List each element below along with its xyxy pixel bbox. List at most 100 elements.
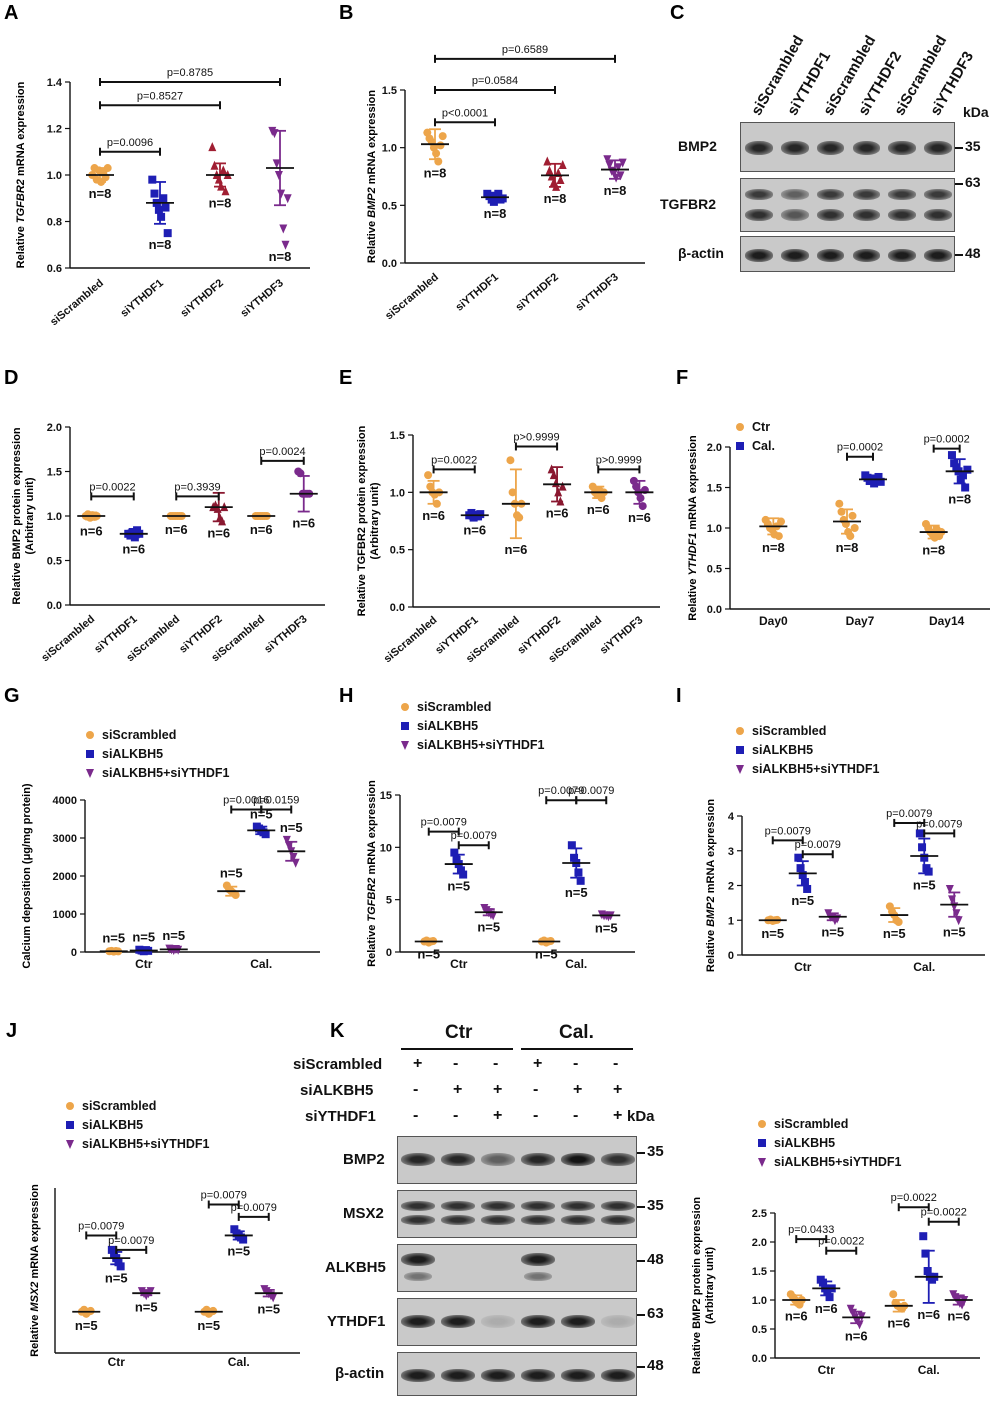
- blot-row-label: YTHDF1: [327, 1313, 386, 1330]
- p-value-label: p=0.0079: [886, 808, 932, 820]
- y-axis-label-post: mRNA expression: [366, 780, 378, 878]
- blot-K: Ctr Cal. siScrambled + - - + - - siALKBH5 - + + - + + si…: [285, 1018, 680, 1410]
- data-point: [567, 841, 576, 850]
- legend: siScrambled siALKBH5 siALKBH5+siYTHDF1: [736, 724, 880, 776]
- marker-label: 63: [965, 174, 981, 190]
- comparison: p=0.0022: [921, 1207, 967, 1226]
- p-value-label: p>0.9999: [513, 431, 559, 443]
- data-point: [612, 173, 621, 183]
- p-value-label: p=0.0079: [421, 817, 467, 829]
- y-tick-label: 3: [728, 846, 734, 858]
- y-axis-label: Relative MSX2 mRNA expression: [29, 1184, 41, 1357]
- data-point: [915, 829, 924, 838]
- y-tick-label: 1.0: [47, 170, 62, 182]
- p-value-label: p=0.0022: [921, 1207, 967, 1219]
- p-value-label: p=0.0079: [538, 785, 584, 797]
- n-label: n=5: [257, 1301, 280, 1316]
- data-point: [920, 853, 929, 862]
- blot-band: [816, 249, 845, 262]
- y-tick-label: 3000: [53, 833, 77, 845]
- n-label: n=6: [80, 524, 103, 539]
- legend-marker: [736, 765, 744, 774]
- data-group: n=5: [880, 902, 909, 941]
- data-group: n=5: [277, 820, 306, 868]
- data-group: n=5: [99, 930, 128, 956]
- data-point: [609, 169, 618, 179]
- data-point: [950, 459, 959, 468]
- condition-sign: +: [493, 1081, 503, 1098]
- condition-label: siScrambled: [293, 1056, 383, 1073]
- data-point: [279, 224, 288, 234]
- data-point: [894, 917, 903, 926]
- data-group: n=8: [945, 451, 974, 507]
- p-value-label: p=0.8785: [167, 67, 213, 79]
- n-label: n=8: [269, 249, 292, 264]
- p-value-label: p=0.6589: [502, 44, 548, 56]
- data-point: [515, 513, 524, 522]
- n-label: n=8: [544, 191, 567, 206]
- x-group-label: siYTHDF3: [598, 614, 646, 657]
- data-point: [558, 159, 567, 169]
- y-axis-label-pre: Relative: [366, 922, 378, 967]
- kda-label: kDa: [963, 104, 989, 120]
- data-point: [603, 155, 612, 165]
- data-point: [963, 465, 972, 474]
- n-label: n=5: [595, 920, 618, 935]
- legend-label: siALKBH5+siYTHDF1: [752, 762, 880, 776]
- y-tick-label: 2000: [53, 871, 77, 883]
- y-tick-label: 1.5: [382, 85, 397, 97]
- p-value-label: p<0.0001: [442, 107, 488, 119]
- blot-band: [521, 1315, 555, 1328]
- data-point: [476, 510, 485, 519]
- data-point: [289, 853, 298, 862]
- legend: siScrambled siALKBH5 siALKBH5+siYTHDF1: [758, 1117, 902, 1169]
- p-value-label: p=0.0584: [472, 75, 518, 87]
- n-label: n=8: [424, 166, 447, 181]
- data-point: [281, 240, 290, 250]
- y-tick-label: 2.0: [47, 422, 62, 434]
- data-group: n=5: [132, 1287, 161, 1314]
- n-label: n=6: [165, 522, 188, 537]
- p-value-label: p=0.0079: [451, 830, 497, 842]
- data-point: [948, 895, 957, 905]
- comparison: p=0.0002: [837, 442, 883, 461]
- chart-E-svg: 0.0 0.5 1.0 1.5 Relative TGFBR2 protein expr…: [356, 425, 660, 665]
- x-category-label: Ctr: [108, 1355, 126, 1369]
- y-tick-label: 10: [380, 842, 392, 854]
- data-point: [800, 878, 809, 887]
- n-label: n=8: [149, 237, 172, 252]
- comparison: p=0.0002: [924, 434, 970, 453]
- y-axis-label: Relative BMP2 protein expression: [11, 427, 23, 605]
- data-point: [452, 855, 461, 864]
- comparison: p=0.0079: [795, 839, 841, 859]
- y-axis-label: Relative BMP2 protein expression: [691, 1197, 703, 1375]
- condition-sign: +: [493, 1107, 503, 1124]
- data-group: n=8: [266, 126, 294, 264]
- n-label: n=6: [422, 508, 445, 523]
- y-axis-label-pre: Relative: [29, 1312, 41, 1357]
- y-axis-label: Calcium deposition (μg/mg protein): [21, 783, 33, 969]
- comparison: p=0.0079: [231, 1202, 277, 1221]
- data-point: [467, 508, 476, 517]
- condition-sign: +: [573, 1081, 583, 1098]
- panel-label-G: G: [4, 685, 20, 707]
- y-axis-label: Relative TGFBR2 mRNA expression: [366, 780, 378, 967]
- marker-label: 35: [965, 138, 981, 154]
- data-point: [450, 848, 459, 857]
- n-label: n=5: [102, 930, 125, 945]
- y-tick-label: 1.5: [707, 483, 722, 495]
- n-label: n=5: [135, 1299, 158, 1314]
- legend: siScrambled siALKBH5 siALKBH5+siYTHDF1: [66, 1099, 210, 1151]
- y-axis-label-post: mRNA expression: [29, 1184, 41, 1282]
- blot-row-label: ALKBH5: [325, 1259, 386, 1276]
- n-label: n=6: [122, 541, 145, 556]
- blot-band: [601, 1153, 635, 1166]
- data-group: n=5: [129, 929, 158, 956]
- x-category-label: Cal.: [918, 1363, 940, 1377]
- data-point: [214, 174, 223, 184]
- y-tick-label: 1.0: [382, 143, 397, 155]
- blot-band: [524, 1272, 552, 1281]
- data-group: n=5: [818, 909, 847, 939]
- n-label: n=5: [227, 1244, 250, 1259]
- y-axis-label-pre: Relative: [366, 218, 378, 263]
